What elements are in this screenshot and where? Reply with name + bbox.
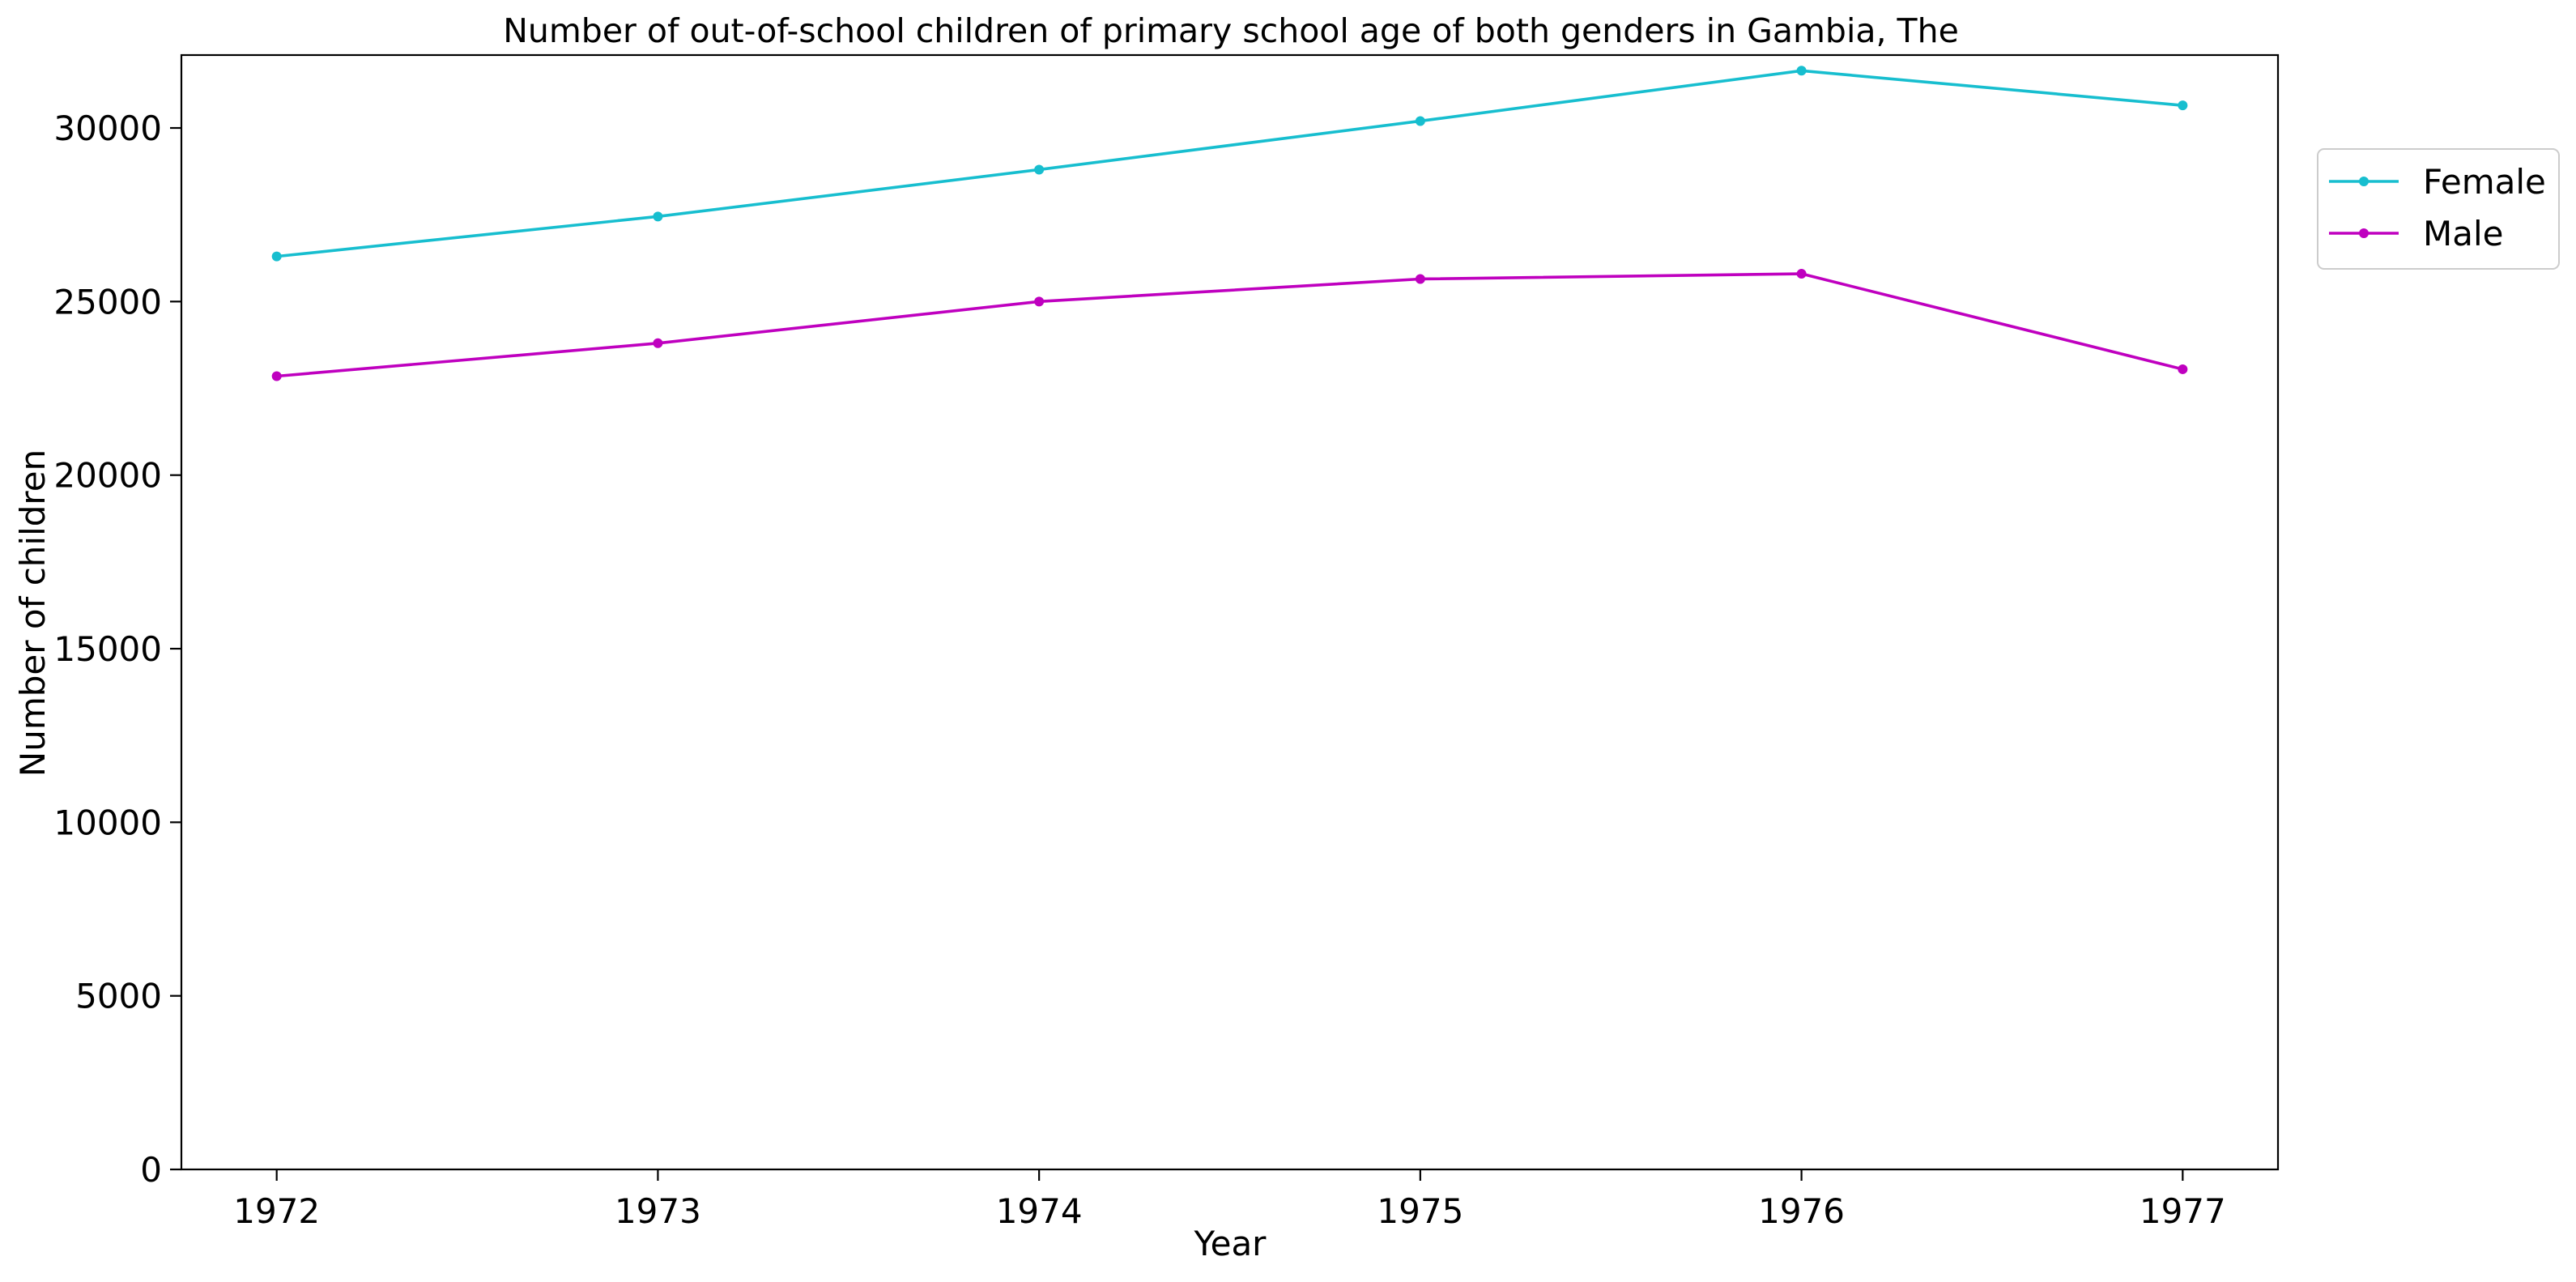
data-point-female <box>1415 116 1425 126</box>
data-point-female <box>2178 100 2188 111</box>
x-tick-label: 1972 <box>233 1191 320 1231</box>
data-point-female <box>1796 66 1807 76</box>
data-point-male <box>271 371 282 381</box>
y-tick-label: 10000 <box>53 803 162 842</box>
x-tick-label: 1977 <box>2140 1191 2226 1231</box>
data-point-male <box>653 338 663 348</box>
data-point-female <box>653 211 663 222</box>
legend: Female Male <box>2317 148 2560 270</box>
y-tick-label: 5000 <box>75 977 162 1016</box>
legend-marker-female <box>2359 177 2369 186</box>
axes-frame <box>180 53 2280 1171</box>
y-tick-label: 30000 <box>53 109 162 148</box>
data-point-male <box>2178 364 2188 374</box>
legend-label-female: Female <box>2423 162 2546 202</box>
y-tick-label: 0 <box>140 1150 162 1190</box>
data-point-female <box>271 251 282 262</box>
legend-box <box>2317 148 2560 270</box>
chart-title: Number of out-of-school children of prim… <box>503 11 1959 50</box>
plot-area: 0 5000 10000 15000 20000 25000 30000 1972 1973 19… <box>53 53 2280 1231</box>
legend-label-male: Male <box>2423 214 2503 253</box>
data-point-male <box>1034 296 1045 307</box>
y-tick-label: 25000 <box>53 282 162 322</box>
series-line-male <box>275 272 2185 378</box>
data-point-male <box>1415 274 1425 284</box>
data-point-female <box>1034 164 1045 175</box>
x-tick-label: 1973 <box>615 1191 701 1231</box>
x-tick-label: 1976 <box>1758 1191 1845 1231</box>
y-tick-label: 20000 <box>53 456 162 496</box>
legend-marker-male <box>2359 228 2369 238</box>
x-tick-label: 1975 <box>1377 1191 1463 1231</box>
series-line-female <box>275 69 2185 258</box>
data-point-male <box>1796 269 1807 279</box>
x-axis-label: Year <box>1194 1224 1267 1263</box>
x-tick-label: 1974 <box>996 1191 1083 1231</box>
y-tick-label: 15000 <box>53 629 162 669</box>
y-axis-label: Number of children <box>13 449 53 777</box>
